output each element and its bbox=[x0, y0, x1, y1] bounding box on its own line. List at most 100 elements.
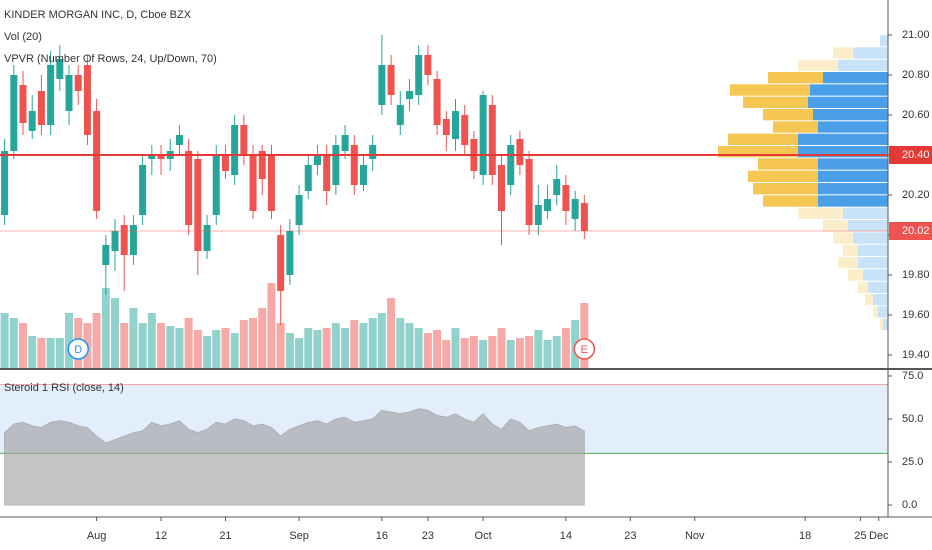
vpvr-up bbox=[843, 244, 858, 256]
candle-body bbox=[424, 55, 432, 75]
vpvr-up bbox=[763, 195, 818, 207]
vpvr-up bbox=[858, 281, 868, 293]
vpvr-down bbox=[873, 294, 888, 306]
event-marker bbox=[573, 338, 596, 360]
x-tick-label: Dec bbox=[869, 530, 889, 542]
candle-body bbox=[479, 95, 487, 175]
candle-body bbox=[203, 225, 211, 251]
candle-body bbox=[175, 135, 183, 145]
y-tick-label: 75.0 bbox=[902, 370, 923, 382]
volume-bar bbox=[9, 318, 18, 368]
candle-body bbox=[369, 145, 377, 159]
x-tick-label: Nov bbox=[685, 530, 705, 542]
vpvr-down bbox=[858, 244, 888, 256]
vpvr-up bbox=[753, 183, 818, 195]
volume-bar bbox=[46, 338, 55, 368]
candle-body bbox=[221, 155, 229, 171]
volume-bar bbox=[304, 328, 313, 368]
candle-body bbox=[341, 135, 349, 151]
candle-body bbox=[323, 155, 331, 191]
volume-bar bbox=[497, 328, 506, 368]
volume-bar bbox=[506, 340, 515, 368]
chart-title: KINDER MORGAN INC, D, Cboe BZX bbox=[4, 9, 192, 21]
volume-bar bbox=[460, 338, 469, 368]
vpvr-up bbox=[838, 257, 858, 269]
volume-bar bbox=[561, 328, 570, 368]
volume-bar bbox=[129, 308, 138, 368]
vpvr-down bbox=[880, 35, 888, 47]
candle-body bbox=[83, 65, 91, 135]
vpvr-up bbox=[880, 318, 883, 330]
vpvr-down bbox=[818, 195, 888, 207]
candle-body bbox=[461, 115, 469, 145]
candle-body bbox=[157, 155, 165, 159]
volume-bar bbox=[479, 340, 488, 368]
candle-body bbox=[28, 111, 36, 131]
price-label: 20.02 bbox=[902, 225, 930, 237]
volume-bar bbox=[138, 323, 147, 368]
x-tick-label: 25 bbox=[854, 530, 866, 542]
candle-body bbox=[37, 91, 45, 125]
volume-bar bbox=[203, 336, 212, 368]
candle-body bbox=[359, 165, 367, 185]
vpvr-down bbox=[818, 183, 888, 195]
vpvr-up bbox=[865, 294, 873, 306]
candle-body bbox=[415, 55, 423, 95]
event-label: D bbox=[74, 344, 82, 356]
vpvr-down bbox=[868, 281, 888, 293]
vpvr-down bbox=[853, 232, 888, 244]
vpvr-up bbox=[848, 269, 863, 281]
volume-bar bbox=[359, 323, 368, 368]
price-label-box bbox=[889, 222, 932, 240]
candle-body bbox=[562, 185, 570, 211]
candle-body bbox=[304, 165, 312, 191]
vpvr-down bbox=[808, 96, 888, 108]
x-tick-label: 23 bbox=[624, 530, 636, 542]
volume-bar bbox=[377, 313, 386, 368]
candle-body bbox=[267, 155, 275, 211]
y-tick-label: 20.80 bbox=[902, 69, 930, 81]
volume-bar bbox=[433, 330, 442, 368]
candle-body bbox=[516, 139, 524, 165]
candle-body bbox=[580, 203, 588, 231]
candle-body bbox=[544, 199, 552, 211]
vpvr-down bbox=[798, 146, 888, 158]
volume-bar bbox=[147, 313, 156, 368]
vpvr-down bbox=[883, 318, 888, 330]
volume-bar bbox=[469, 336, 478, 368]
vpvr-down bbox=[818, 170, 888, 182]
volume-bar bbox=[19, 323, 28, 368]
candle-body bbox=[47, 65, 55, 125]
rsi-area bbox=[4, 408, 585, 506]
vpvr-title: VPVR (Number Of Rows, 24, Up/Down, 70) bbox=[4, 53, 217, 65]
candle-body bbox=[553, 179, 561, 195]
candle-body bbox=[120, 225, 128, 255]
candle-body bbox=[396, 105, 404, 125]
vpvr-down bbox=[878, 306, 888, 318]
volume-title: Vol (20) bbox=[4, 31, 42, 43]
vpvr-up bbox=[798, 59, 838, 71]
volume-bar bbox=[368, 318, 377, 368]
y-tick-label: 19.60 bbox=[902, 309, 930, 321]
x-tick-label: 12 bbox=[155, 530, 167, 542]
candle-body bbox=[194, 159, 202, 251]
volume-bar bbox=[405, 323, 414, 368]
candle-body bbox=[452, 111, 460, 139]
event-label: E bbox=[581, 344, 588, 356]
candle-body bbox=[240, 125, 248, 155]
vpvr-down bbox=[818, 121, 888, 133]
candle-body bbox=[56, 59, 64, 79]
volume-bar bbox=[396, 318, 405, 368]
vpvr-up bbox=[798, 207, 843, 219]
candle-body bbox=[488, 105, 496, 175]
volume-bar bbox=[295, 338, 304, 368]
vpvr-down bbox=[843, 207, 888, 219]
price-label: 20.40 bbox=[902, 149, 930, 161]
volume-bar bbox=[488, 336, 497, 368]
x-tick-label: 16 bbox=[376, 530, 388, 542]
volume-bar bbox=[414, 328, 423, 368]
candle-body bbox=[405, 91, 413, 99]
candle-body bbox=[148, 155, 156, 159]
volume-bar bbox=[285, 333, 294, 368]
vpvr-down bbox=[813, 109, 888, 121]
